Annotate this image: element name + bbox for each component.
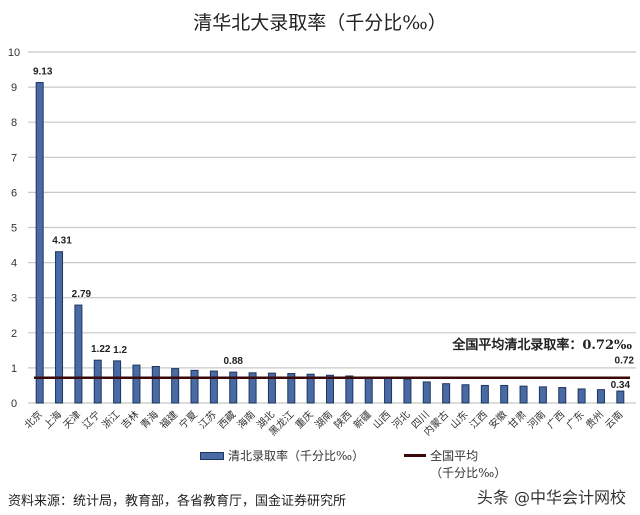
svg-text:西藏: 西藏: [216, 409, 239, 432]
bar: [442, 383, 451, 404]
bar: [577, 388, 586, 404]
svg-text:甘肃: 甘肃: [505, 408, 528, 431]
legend-label-average: 全国平均 （千分比‰）: [430, 449, 507, 480]
svg-text:9.13: 9.13: [33, 67, 53, 78]
svg-text:4: 4: [11, 258, 17, 270]
svg-text:贵州: 贵州: [583, 408, 606, 431]
bar: [403, 378, 412, 404]
svg-text:6: 6: [11, 187, 17, 199]
svg-text:山西: 山西: [371, 409, 394, 432]
bar-swatch-icon: [200, 452, 224, 460]
bar: [113, 360, 122, 404]
bar: [267, 372, 276, 404]
bar: [229, 371, 238, 404]
svg-text:4.31: 4.31: [52, 236, 72, 247]
chart-title: 清华北大录取率（千分比‰）: [193, 12, 447, 34]
svg-text:广西: 广西: [545, 409, 568, 432]
svg-text:1.22: 1.22: [91, 344, 111, 355]
svg-text:上海: 上海: [41, 408, 64, 431]
bar: [248, 372, 257, 404]
bar: [306, 373, 315, 404]
bar: [422, 381, 431, 404]
watermark: 头条 @中华会计网校: [476, 488, 626, 507]
svg-text:北京: 北京: [21, 408, 44, 431]
svg-text:0.88: 0.88: [223, 356, 243, 367]
bar: [93, 359, 102, 404]
svg-text:广东: 广东: [563, 408, 586, 431]
svg-text:1: 1: [11, 363, 17, 375]
bar-chart: 0 1 2 3 4 5 6 7 8 9 10 9.13 北京 4.31 上海 2.79 天津 1.22 辽宁 1.2 浙…: [8, 47, 636, 438]
svg-text:天津: 天津: [61, 409, 84, 432]
legend-label-rate: 清北录取率（千分比‰）: [228, 449, 365, 463]
bar: [538, 386, 547, 404]
bar: [596, 389, 605, 404]
bar: [500, 384, 509, 404]
svg-text:7: 7: [11, 152, 17, 164]
bar: [480, 384, 489, 404]
chart-legend: 清北录取率（千分比‰） 全国平均 （千分比‰）: [200, 447, 506, 481]
bar: [190, 369, 199, 404]
legend-item-average: 全国平均 （千分比‰）: [404, 447, 506, 481]
svg-text:2.79: 2.79: [72, 289, 92, 300]
bar: [558, 387, 567, 404]
bar: [364, 377, 373, 404]
bar: [151, 365, 160, 404]
bar: [616, 390, 625, 404]
svg-text:2: 2: [11, 328, 17, 340]
svg-text:0.34: 0.34: [611, 380, 631, 391]
bar: [171, 368, 180, 404]
svg-text:3: 3: [11, 293, 17, 305]
svg-text:山东: 山东: [447, 408, 470, 431]
svg-text:0.72: 0.72: [615, 356, 635, 367]
svg-text:新疆: 新疆: [350, 408, 373, 431]
svg-text:江西: 江西: [467, 409, 490, 432]
bar: [461, 384, 470, 404]
svg-text:福建: 福建: [157, 408, 180, 431]
line-swatch-icon: [404, 454, 427, 457]
bar: [326, 374, 334, 404]
svg-text:5: 5: [11, 223, 17, 235]
bar: [74, 304, 83, 404]
svg-text:河北: 河北: [390, 409, 413, 432]
bar: [287, 373, 296, 404]
bar: [345, 375, 354, 404]
svg-text:10: 10: [8, 47, 20, 59]
svg-text:安徽: 安徽: [486, 408, 509, 431]
average-annotation: 全国平均清北录取率：0.72‰: [452, 338, 632, 353]
svg-text:江苏: 江苏: [196, 408, 219, 431]
svg-text:1.2: 1.2: [113, 345, 127, 356]
svg-text:浙江: 浙江: [100, 409, 123, 432]
svg-text:辽宁: 辽宁: [80, 408, 103, 431]
bar: [35, 82, 44, 404]
svg-text:河南: 河南: [525, 408, 548, 431]
svg-text:湖南: 湖南: [312, 408, 335, 431]
legend-item-rate: 清北录取率（千分比‰）: [200, 447, 364, 481]
bar: [519, 385, 528, 404]
bar: [55, 251, 64, 404]
bar: [209, 370, 218, 404]
svg-text:海南: 海南: [234, 408, 257, 431]
svg-text:青海: 青海: [138, 408, 161, 431]
bar: [132, 364, 141, 404]
svg-text:云南: 云南: [602, 408, 625, 431]
source-note: 资料来源：统计局，教育部，各省教育厅，国金证券研究所: [8, 494, 347, 509]
svg-text:8: 8: [11, 117, 17, 129]
svg-text:宁夏: 宁夏: [176, 408, 199, 431]
svg-text:0: 0: [11, 398, 17, 410]
svg-text:陕西: 陕西: [331, 408, 354, 431]
svg-text:吉林: 吉林: [118, 408, 141, 431]
svg-text:9: 9: [11, 82, 17, 94]
bar: [384, 377, 393, 404]
svg-text:重庆: 重庆: [292, 408, 315, 431]
